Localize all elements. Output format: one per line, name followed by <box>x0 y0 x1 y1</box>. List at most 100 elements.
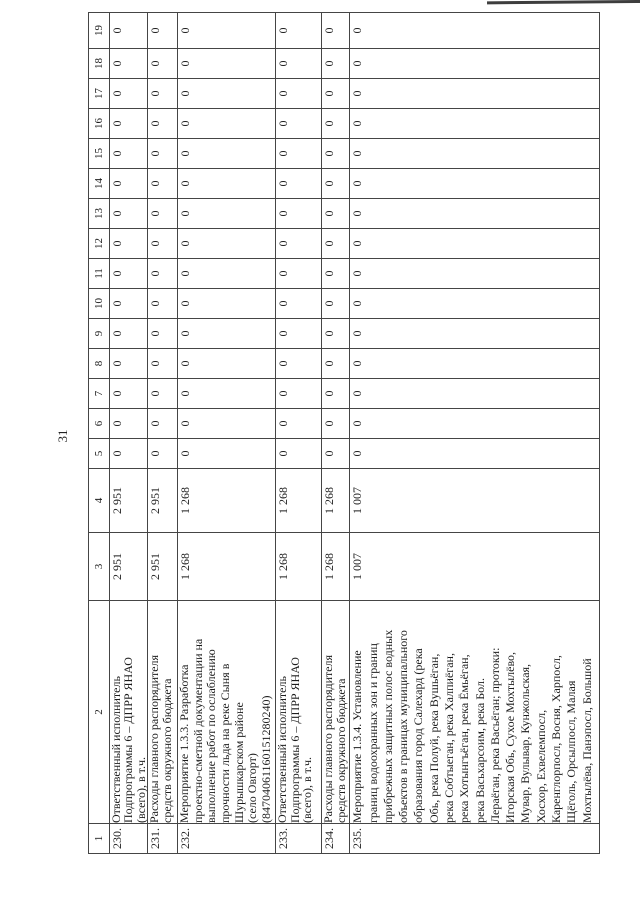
value-cell: 0 <box>177 408 276 439</box>
value-cell: 0 <box>109 378 148 409</box>
header-cell-11: 11 <box>88 258 110 289</box>
value-cell: 0 <box>275 48 322 79</box>
value-cell: 1 268 <box>275 532 322 601</box>
value-cell: 0 <box>147 438 178 469</box>
value-cell: 0 <box>275 138 322 169</box>
value-cell: 0 <box>109 438 148 469</box>
value-cell: 0 <box>147 168 178 199</box>
header-cell-7: 7 <box>88 378 110 409</box>
description-cell: Ответственный исполнитель Подпрограммы 6… <box>275 600 322 824</box>
value-cell: 0 <box>177 258 276 289</box>
value-cell: 0 <box>349 288 600 319</box>
value-cell: 0 <box>177 198 276 229</box>
table-row-235: 235. Мероприятие 1.3.4. Установление гра… <box>349 12 600 854</box>
value-cell: 1 268 <box>177 532 276 601</box>
value-cell: 1 268 <box>321 532 350 601</box>
row-number-cell: 231. <box>147 823 178 854</box>
description-cell: Расходы главного распорядителя средств о… <box>321 600 350 824</box>
value-cell: 0 <box>177 48 276 79</box>
value-cell: 0 <box>177 318 276 349</box>
value-cell: 0 <box>321 108 350 139</box>
header-cell-6: 6 <box>88 408 110 439</box>
value-cell: 0 <box>321 318 350 349</box>
header-cell-5: 5 <box>88 438 110 469</box>
value-cell: 0 <box>275 108 322 139</box>
value-cell: 0 <box>147 288 178 319</box>
value-cell: 0 <box>321 12 350 49</box>
header-cell-4: 4 <box>88 468 110 533</box>
header-cell-18: 18 <box>88 48 110 79</box>
header-cell-2: 2 <box>88 600 110 824</box>
value-cell: 0 <box>321 228 350 259</box>
description-cell: Мероприятие 1.3.4. Установление границ в… <box>349 600 600 824</box>
header-cell-13: 13 <box>88 198 110 229</box>
value-cell: 0 <box>177 78 276 109</box>
value-cell: 0 <box>177 348 276 379</box>
rotated-landscape-content: 31 1 2 3 4 5 6 7 8 9 10 11 12 <box>55 12 600 859</box>
value-cell: 1 007 <box>349 532 600 601</box>
description-cell: Ответственный исполнитель Подпрограммы 6… <box>109 600 148 824</box>
value-cell: 0 <box>275 198 322 229</box>
value-cell: 0 <box>275 408 322 439</box>
value-cell: 0 <box>109 408 148 439</box>
value-cell: 0 <box>275 288 322 319</box>
value-cell: 0 <box>109 168 148 199</box>
value-cell: 0 <box>109 108 148 139</box>
value-cell: 1 007 <box>349 468 600 533</box>
value-cell: 0 <box>147 348 178 379</box>
value-cell: 1 268 <box>321 468 350 533</box>
value-cell: 1 268 <box>177 468 276 533</box>
value-cell: 0 <box>275 318 322 349</box>
value-cell: 0 <box>321 348 350 379</box>
value-cell: 0 <box>275 438 322 469</box>
value-cell: 0 <box>109 48 148 79</box>
header-cell-8: 8 <box>88 348 110 379</box>
page-number: 31 <box>55 429 70 443</box>
value-cell: 0 <box>177 228 276 259</box>
value-cell: 0 <box>349 78 600 109</box>
value-cell: 0 <box>321 198 350 229</box>
value-cell: 0 <box>321 78 350 109</box>
header-cell-1: 1 <box>88 823 110 854</box>
row-number-cell: 232. <box>177 823 276 854</box>
table-row-232: 232. Мероприятие 1.3.3. Разработка проек… <box>177 12 276 854</box>
header-cell-10: 10 <box>88 288 110 319</box>
value-cell: 0 <box>109 228 148 259</box>
scan-edge-artifact <box>487 0 640 5</box>
header-cell-9: 9 <box>88 318 110 349</box>
value-cell: 0 <box>147 138 178 169</box>
header-cell-12: 12 <box>88 228 110 259</box>
header-cell-17: 17 <box>88 78 110 109</box>
value-cell: 0 <box>349 168 600 199</box>
row-number-cell: 235. <box>349 823 600 854</box>
value-cell: 0 <box>109 258 148 289</box>
value-cell: 0 <box>275 258 322 289</box>
value-cell: 0 <box>147 228 178 259</box>
value-cell: 0 <box>147 48 178 79</box>
value-cell: 0 <box>321 48 350 79</box>
value-cell: 0 <box>109 12 148 49</box>
value-cell: 0 <box>177 288 276 319</box>
value-cell: 0 <box>321 378 350 409</box>
table-header-row: 1 2 3 4 5 6 7 8 9 10 11 12 13 14 15 16 1… <box>88 12 110 854</box>
row-number-cell: 233. <box>275 823 322 854</box>
value-cell: 0 <box>349 48 600 79</box>
budget-table: 1 2 3 4 5 6 7 8 9 10 11 12 13 14 15 16 1… <box>88 12 600 854</box>
value-cell: 0 <box>147 378 178 409</box>
value-cell: 0 <box>275 378 322 409</box>
value-cell: 0 <box>109 348 148 379</box>
value-cell: 0 <box>275 12 322 49</box>
description-cell: Мероприятие 1.3.3. Разработка проектно-с… <box>177 600 276 824</box>
header-cell-16: 16 <box>88 108 110 139</box>
header-cell-3: 3 <box>88 532 110 601</box>
value-cell: 0 <box>349 348 600 379</box>
value-cell: 0 <box>349 12 600 49</box>
value-cell: 0 <box>147 408 178 439</box>
header-cell-14: 14 <box>88 168 110 199</box>
value-cell: 0 <box>321 138 350 169</box>
value-cell: 0 <box>321 288 350 319</box>
value-cell: 0 <box>349 438 600 469</box>
value-cell: 0 <box>349 378 600 409</box>
value-cell: 0 <box>275 348 322 379</box>
value-cell: 2 951 <box>109 532 148 601</box>
